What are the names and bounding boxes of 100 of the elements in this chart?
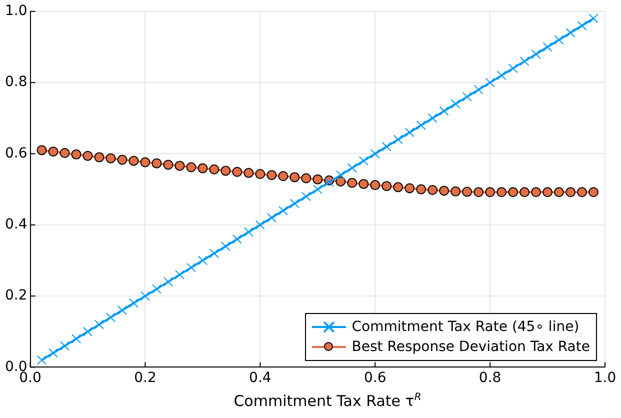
point — [474, 84, 484, 94]
point — [209, 248, 219, 258]
point — [255, 220, 265, 230]
point — [450, 186, 461, 196]
point — [163, 277, 173, 287]
point — [588, 14, 598, 24]
point — [439, 186, 450, 196]
point — [370, 180, 380, 190]
point — [382, 142, 392, 152]
x-tick-label: 0.4 — [249, 370, 272, 386]
point — [485, 78, 495, 88]
point — [416, 184, 426, 194]
point — [577, 187, 588, 198]
point — [508, 187, 518, 198]
point — [347, 178, 358, 188]
point — [312, 184, 322, 194]
point — [186, 162, 196, 172]
x-tick-label: 0.2 — [134, 370, 156, 386]
point — [450, 99, 460, 109]
point — [577, 20, 587, 30]
point — [174, 270, 184, 280]
point — [554, 187, 564, 198]
point — [520, 187, 530, 198]
point — [462, 186, 472, 197]
point — [244, 168, 254, 178]
x-tick-label: 1.0 — [594, 370, 616, 386]
point — [244, 227, 254, 237]
point — [404, 183, 415, 194]
point — [508, 64, 518, 74]
point — [198, 256, 208, 266]
point — [128, 298, 138, 308]
point — [542, 187, 553, 198]
point — [301, 192, 311, 202]
point — [278, 171, 288, 182]
point — [94, 320, 104, 330]
point — [94, 152, 104, 162]
point — [152, 284, 162, 294]
point — [554, 35, 564, 45]
point — [566, 28, 576, 38]
y-tick-label: 0.4 — [5, 216, 28, 233]
y-tick-label: 0.6 — [5, 145, 28, 162]
point — [117, 306, 127, 316]
point — [312, 174, 323, 184]
point — [496, 70, 506, 80]
point — [382, 181, 392, 192]
point — [82, 326, 92, 336]
point — [140, 291, 150, 301]
point — [531, 187, 542, 198]
point — [71, 149, 82, 160]
point — [462, 92, 472, 102]
point — [128, 156, 139, 166]
point — [588, 187, 599, 198]
point — [393, 134, 403, 144]
point — [278, 206, 288, 216]
point — [428, 113, 438, 123]
legend-label: Best Response Deviation Tax Rate — [352, 339, 590, 356]
point — [140, 157, 150, 168]
x-axis-title: Commitment Tax Rate τ$^{R}$ — [232, 392, 422, 410]
point — [36, 145, 47, 156]
y-tick-label: 0.2 — [5, 288, 28, 304]
point — [566, 187, 576, 198]
x-tick-label: 0.8 — [478, 370, 502, 386]
point — [186, 262, 196, 272]
point — [358, 178, 369, 189]
point — [72, 334, 81, 344]
point — [106, 153, 116, 164]
point — [336, 176, 346, 186]
point — [266, 170, 277, 180]
y-tick-label: 1.0 — [5, 3, 28, 20]
point — [163, 160, 174, 170]
point — [255, 169, 266, 179]
point — [106, 312, 116, 322]
point — [474, 187, 484, 198]
point — [520, 56, 530, 66]
point — [290, 198, 300, 208]
point — [428, 185, 438, 196]
y-tick-label: 0.8 — [5, 74, 28, 90]
point — [393, 182, 404, 192]
point — [152, 158, 162, 168]
point — [174, 160, 185, 171]
legend-label: Commitment Tax Rate (45∘ line) — [352, 319, 580, 336]
point — [198, 163, 208, 174]
point — [209, 164, 220, 174]
point — [37, 355, 46, 365]
point — [60, 341, 70, 351]
point — [117, 154, 128, 165]
point — [358, 156, 368, 166]
point — [290, 172, 300, 182]
point — [48, 146, 58, 157]
point — [220, 241, 230, 251]
point — [301, 173, 312, 184]
point — [531, 49, 541, 59]
point — [404, 128, 414, 138]
point — [48, 348, 58, 358]
x-tick-label: 0.6 — [364, 370, 386, 386]
point — [370, 148, 380, 158]
point — [220, 166, 231, 176]
point — [60, 148, 70, 158]
point — [485, 187, 496, 198]
point — [336, 170, 346, 180]
